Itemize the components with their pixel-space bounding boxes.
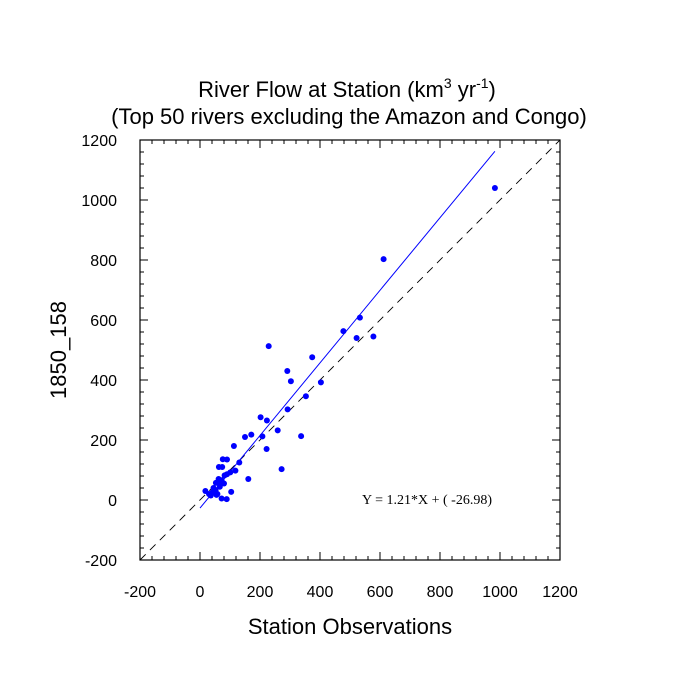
data-point [302,393,309,400]
regression-annotation: Y = 1.21*X + ( -26.98) [362,493,492,508]
chart-title-line2: (Top 50 rivers excluding the Amazon and … [111,104,587,129]
data-point [236,459,243,466]
data-point [221,480,227,487]
data-point [380,256,387,263]
data-point [230,443,237,449]
data-point [219,456,226,463]
data-points [202,185,498,503]
plot-frame [139,139,561,561]
data-point [263,446,270,452]
x-tick-labels: -200 0 200 400 600 800 1000 1200 [124,584,578,601]
chart-lines [139,139,561,561]
data-point [232,467,239,474]
data-point [491,185,498,191]
y-tick-label: 1000 [81,193,117,210]
data-point [215,464,222,470]
data-point [370,333,377,340]
data-point [340,328,347,335]
x-tick-label: 600 [367,584,394,601]
x-tick-label: 400 [307,584,334,601]
x-tick-label: 1000 [482,584,518,601]
data-point [221,472,228,479]
data-point [284,368,291,374]
data-point [298,433,305,440]
axis-ticks [139,139,561,561]
regression-line [199,150,496,509]
y-tick-label: 400 [90,373,117,390]
data-point [356,314,363,321]
data-point [259,433,266,440]
y-tick-label: 800 [90,253,117,270]
data-point [274,427,281,434]
y-tick-label: -200 [85,553,117,570]
y-axis-label: 1850_158 [46,301,71,399]
data-point [257,414,264,421]
y-tick-labels: -200 0 200 400 600 800 1000 1200 [81,133,117,570]
data-point [317,379,324,386]
y-tick-label: 1200 [81,133,117,150]
one-to-one-line [139,139,561,561]
data-point [284,406,291,413]
data-point [242,434,248,440]
data-point [245,476,252,482]
data-point [207,492,214,499]
data-point [353,335,360,341]
x-tick-label: 800 [427,584,454,601]
data-point [265,343,272,350]
data-point [202,488,209,494]
data-point [248,431,255,438]
data-point [287,378,294,385]
y-tick-label: 200 [90,433,117,450]
y-tick-label: 600 [90,313,117,330]
x-tick-label: 0 [196,584,205,601]
x-tick-label: 1200 [542,584,578,601]
data-point [263,417,270,424]
x-tick-label: 200 [247,584,274,601]
x-tick-label: -200 [124,584,156,601]
data-point [228,488,235,495]
data-point [223,496,230,503]
x-axis-label: Station Observations [248,614,452,639]
data-point [309,354,316,361]
data-point [218,495,225,502]
data-point [210,485,217,491]
chart-title-line1: River Flow at Station (km3 yr-1) [198,75,496,102]
data-point [278,466,285,473]
data-point [213,491,220,498]
y-tick-label: 0 [108,493,117,510]
